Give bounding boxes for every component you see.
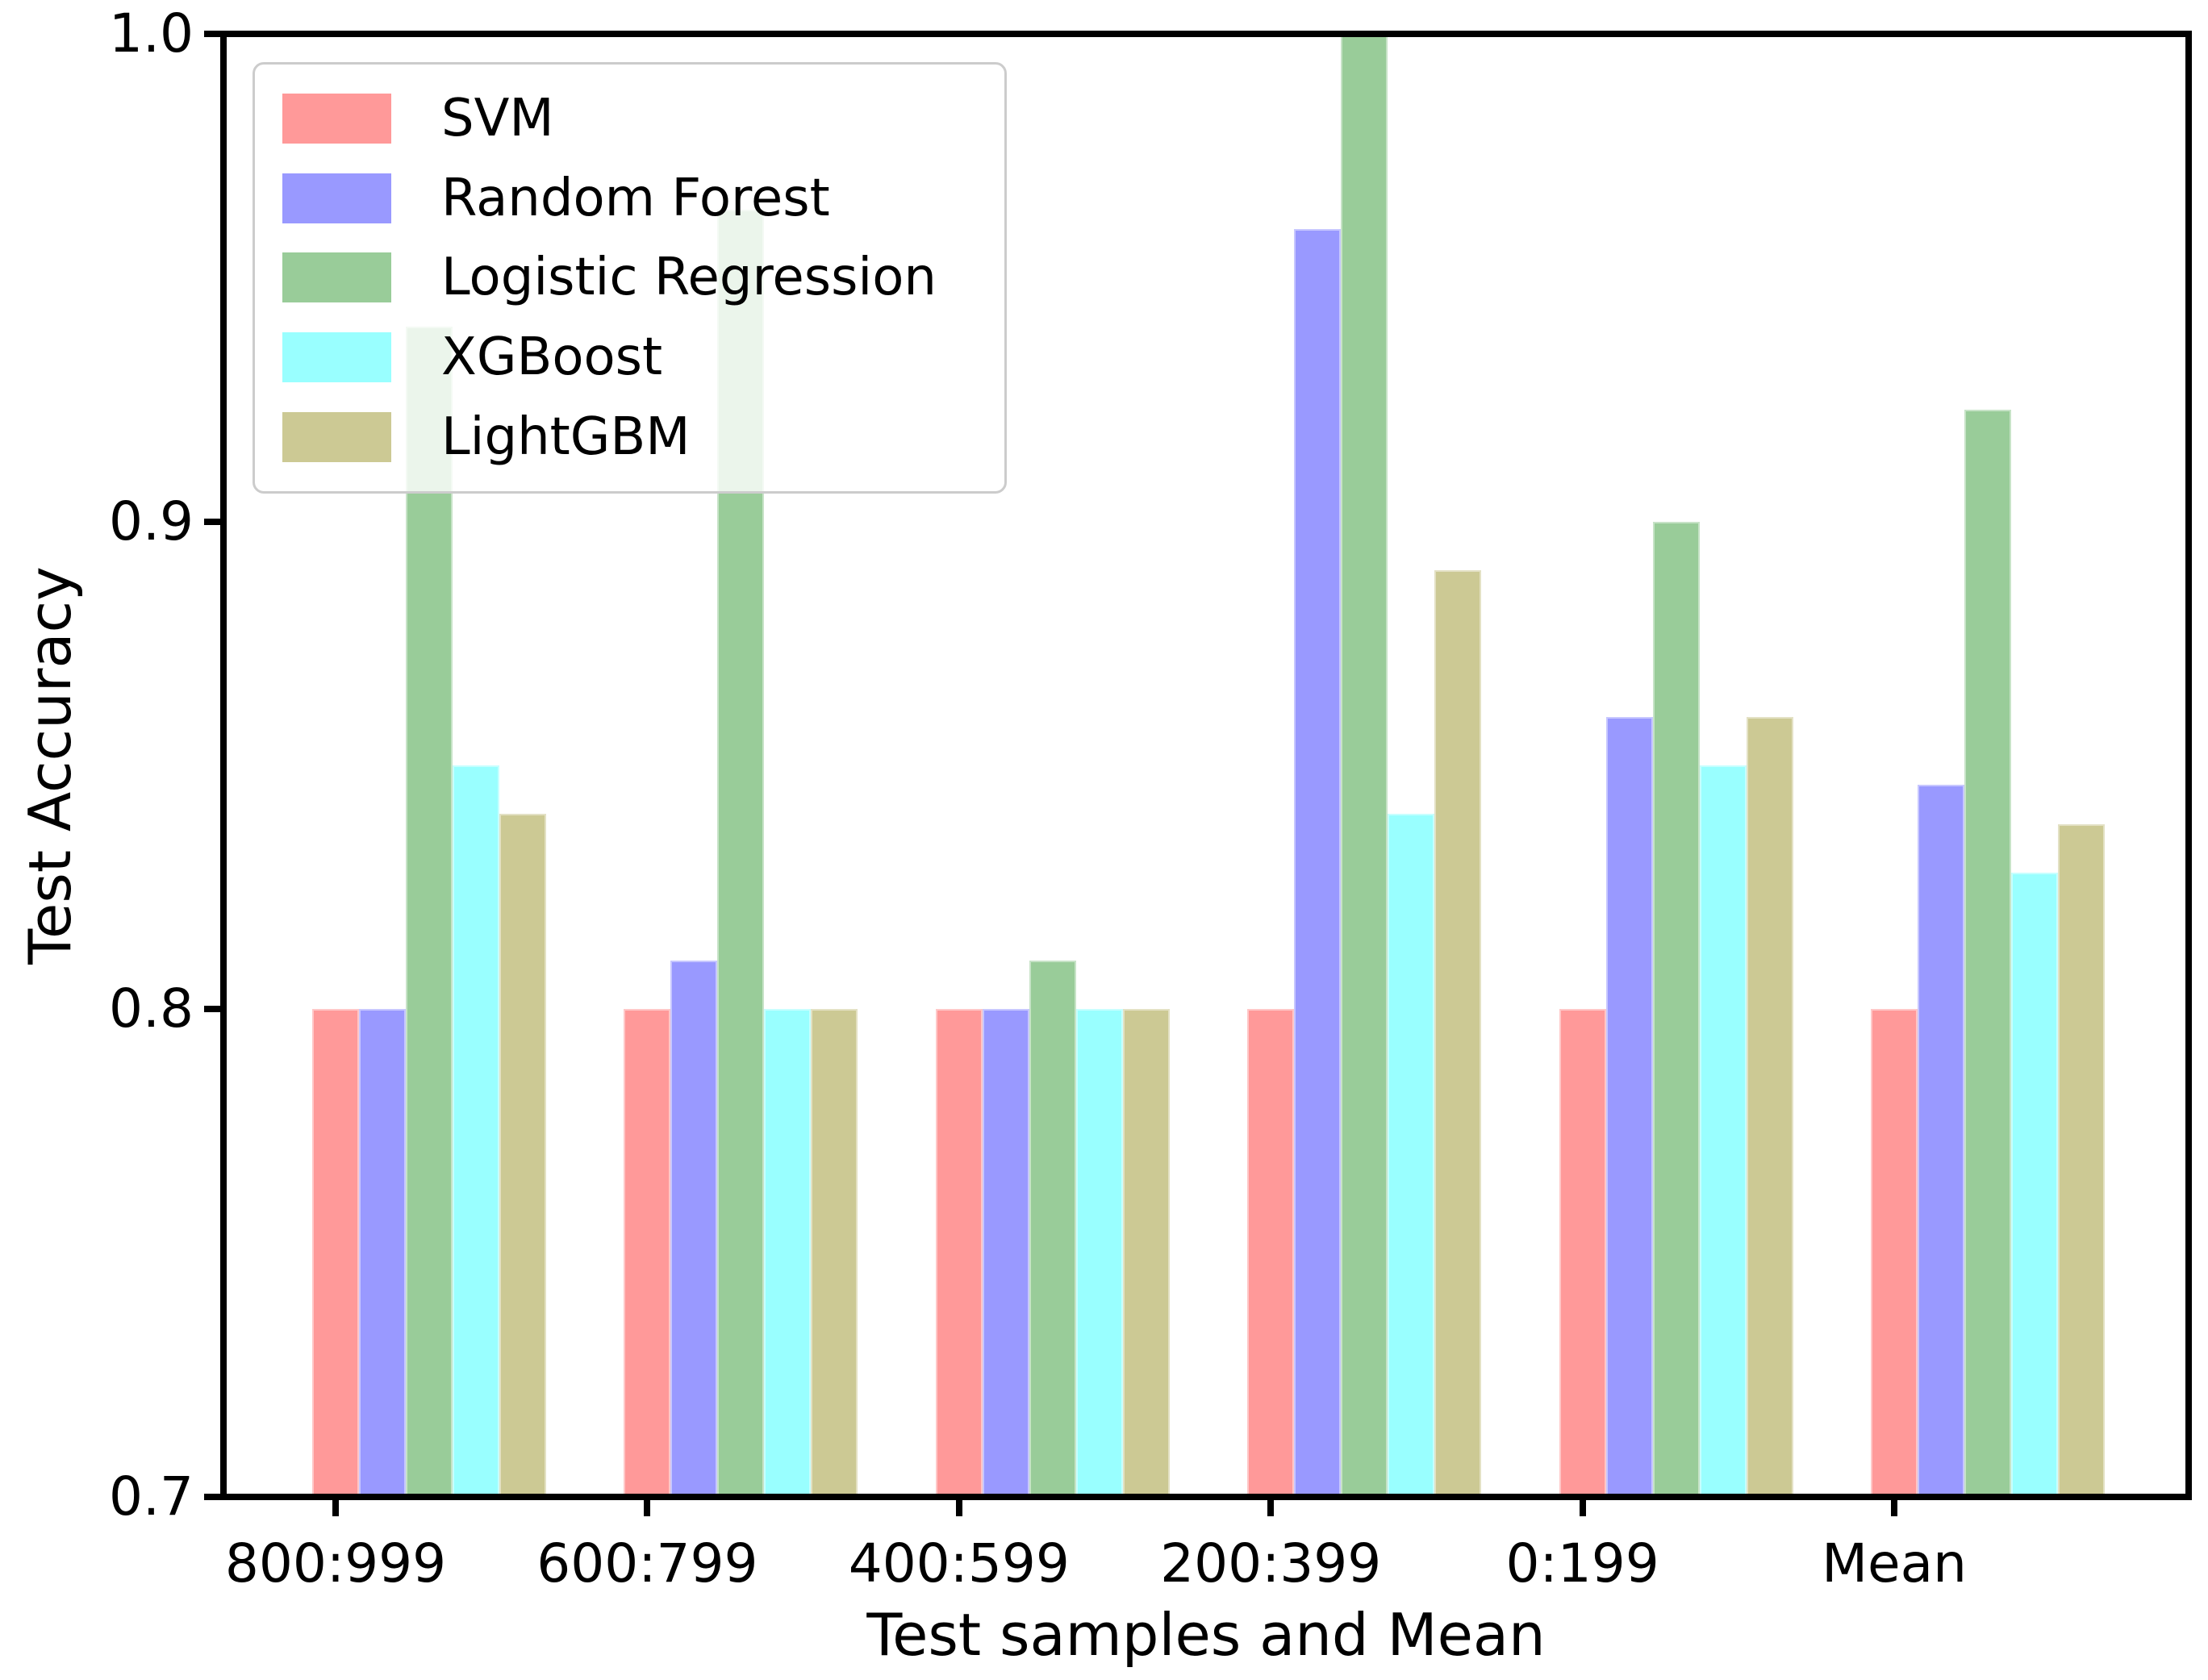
bar-svm-0-199 [1559,1009,1606,1497]
legend: SVM Random Forest Logistic Regression XGBoo… [253,62,1007,494]
y-axis-label: Test Accuracy [16,566,84,965]
bar-xgboost-400-599 [1075,1009,1123,1497]
bar-lightgbm-800-999 [499,814,546,1497]
legend-item-svm: SVM [255,93,1004,144]
legend-swatch [282,94,391,144]
legend-label: SVM [441,89,554,149]
legend-label: Random Forest [441,168,830,228]
bar-xgboost-800-999 [453,765,499,1497]
bar-xgboost-Mean [2011,873,2058,1497]
bar-xgboost-0-199 [1699,765,1747,1497]
y-tick-mark [204,518,220,525]
bar-random-forest-200-399 [1294,228,1342,1497]
y-tick-mark [204,1006,220,1013]
x-tick-mark [332,1500,339,1516]
bar-xgboost-200-399 [1388,814,1435,1497]
legend-item-lightgbm: LightGBM [255,411,1004,463]
y-tick-label: 0.9 [109,490,194,552]
x-tick-mark [1579,1500,1586,1516]
legend-item-xgboost: XGBoost [255,331,1004,383]
x-tick-mark [1267,1500,1275,1516]
y-tick-mark [204,31,220,37]
x-tick-label: 0:199 [1505,1532,1659,1595]
bar-logistic-regression-400-599 [1029,960,1076,1497]
bar-logistic-regression-0-199 [1652,521,1700,1497]
legend-swatch [282,173,391,223]
bar-xgboost-600-799 [764,1009,812,1497]
y-tick-mark [204,1494,220,1500]
bar-random-forest-800-999 [359,1009,406,1497]
y-tick-label: 1.0 [109,2,194,65]
bar-svm-200-399 [1247,1009,1295,1497]
legend-item-logistic-regression: Logistic Regression [255,252,1004,303]
legend-label: Logistic Regression [441,248,937,308]
bar-lightgbm-200-399 [1434,570,1482,1497]
y-tick-label: 0.7 [109,1465,194,1528]
x-tick-mark [955,1500,962,1516]
bar-lightgbm-0-199 [1746,716,1793,1497]
bar-svm-400-599 [935,1009,983,1497]
x-tick-label: 400:599 [848,1532,1070,1595]
bar-svm-800-999 [312,1009,359,1497]
bar-random-forest-400-599 [982,1009,1029,1497]
bar-lightgbm-Mean [2058,823,2105,1497]
bar-random-forest-600-799 [670,960,718,1497]
x-axis-label: Test samples and Mean [866,1601,1546,1669]
x-tick-label: 600:799 [536,1532,758,1595]
bar-svm-600-799 [624,1009,671,1497]
legend-swatch [282,411,391,462]
bar-random-forest-0-199 [1605,716,1653,1497]
legend-label: LightGBM [441,406,691,467]
bar-svm-Mean [1871,1009,1918,1497]
x-tick-mark [1891,1500,1897,1516]
legend-swatch [282,252,391,303]
x-tick-mark [644,1500,651,1516]
legend-item-random-forest: Random Forest [255,173,1004,224]
bar-logistic-regression-200-399 [1341,34,1388,1497]
bar-lightgbm-400-599 [1122,1009,1170,1497]
x-tick-label: Mean [1822,1532,1967,1595]
x-tick-label: 800:999 [224,1532,447,1595]
bar-logistic-regression-800-999 [406,326,453,1497]
y-tick-label: 0.8 [109,978,194,1040]
legend-swatch [282,332,391,383]
bar-lightgbm-600-799 [811,1009,858,1497]
x-tick-label: 200:399 [1160,1532,1382,1595]
bar-random-forest-Mean [1918,785,1964,1497]
bar-logistic-regression-Mean [1964,409,2011,1497]
legend-label: XGBoost [441,327,663,388]
